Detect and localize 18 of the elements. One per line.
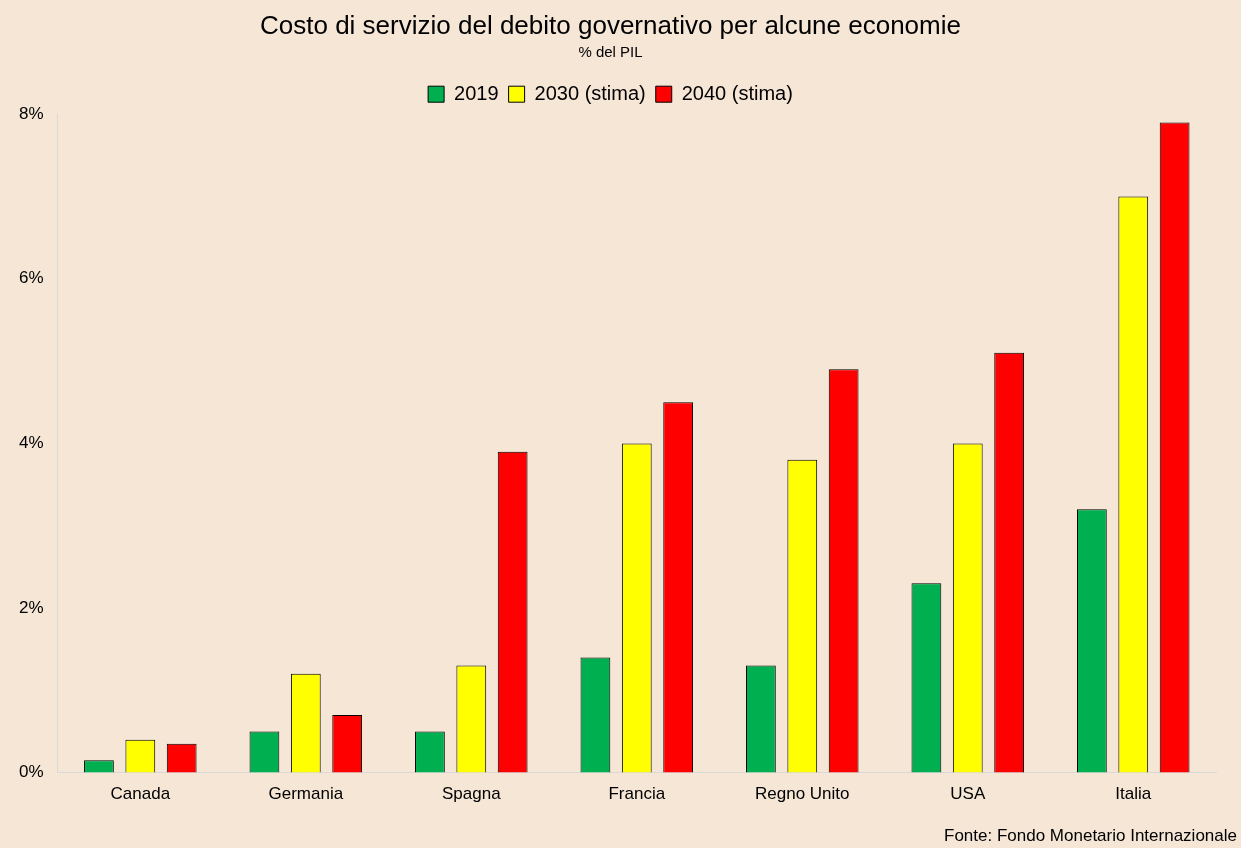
x-tick-label: USA xyxy=(950,784,986,804)
legend-label: 2040 (stima) xyxy=(681,81,793,104)
legend-label: 2019 xyxy=(454,81,499,104)
x-tick-label: Francia xyxy=(608,784,666,804)
x-tick-label: Regno Unito xyxy=(755,784,850,804)
chart-subtitle: % del PIL xyxy=(578,43,643,61)
x-tick-label: Spagna xyxy=(441,784,502,804)
x-tick-label: Germania xyxy=(268,784,344,804)
legend-label: 2030 (stima) xyxy=(534,81,646,104)
y-tick-label: 8% xyxy=(18,103,44,123)
source-note: Fonte: Fondo Monetario Internazionale xyxy=(944,826,1237,846)
x-tick-label: Italia xyxy=(1115,784,1152,804)
chart-title: Costo di servizio del debito governativo per alcune economie xyxy=(260,9,961,40)
y-tick-label: 6% xyxy=(18,268,44,288)
x-tick-label: Canada xyxy=(110,784,171,804)
y-tick-label: 2% xyxy=(18,597,44,617)
y-tick-label: 0% xyxy=(18,762,44,782)
y-tick-label: 4% xyxy=(18,433,44,453)
